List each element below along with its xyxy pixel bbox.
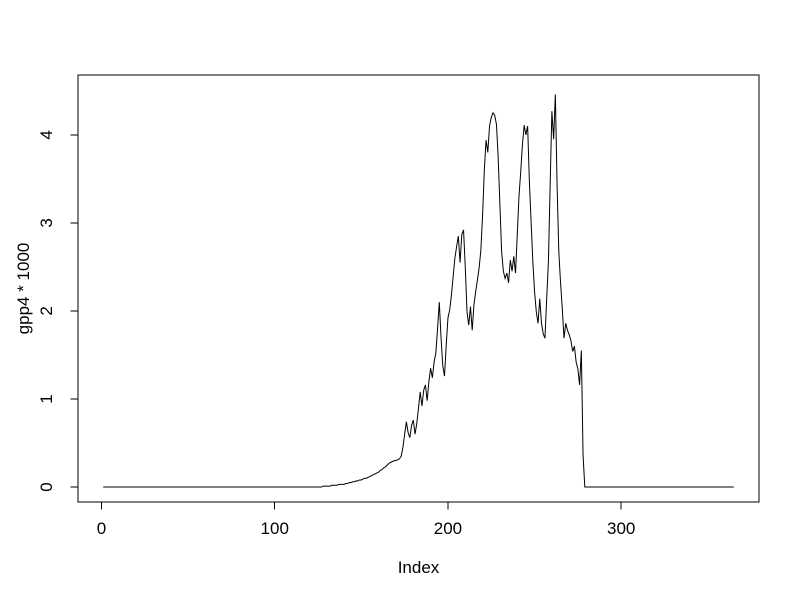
x-axis-title: Index	[398, 558, 440, 577]
x-tick-label: 200	[434, 519, 462, 538]
y-axis-title: gpp4 * 1000	[14, 243, 33, 335]
y-tick-label: 3	[37, 218, 56, 227]
y-tick-label: 4	[37, 130, 56, 139]
data-line	[103, 94, 734, 488]
y-tick-label: 2	[37, 306, 56, 315]
x-tick-label: 0	[97, 519, 106, 538]
plot-box	[77, 74, 760, 503]
x-tick-label: 100	[261, 519, 289, 538]
y-tick-label: 0	[37, 482, 56, 491]
x-tick-label: 300	[607, 519, 635, 538]
y-tick-label: 1	[37, 394, 56, 403]
